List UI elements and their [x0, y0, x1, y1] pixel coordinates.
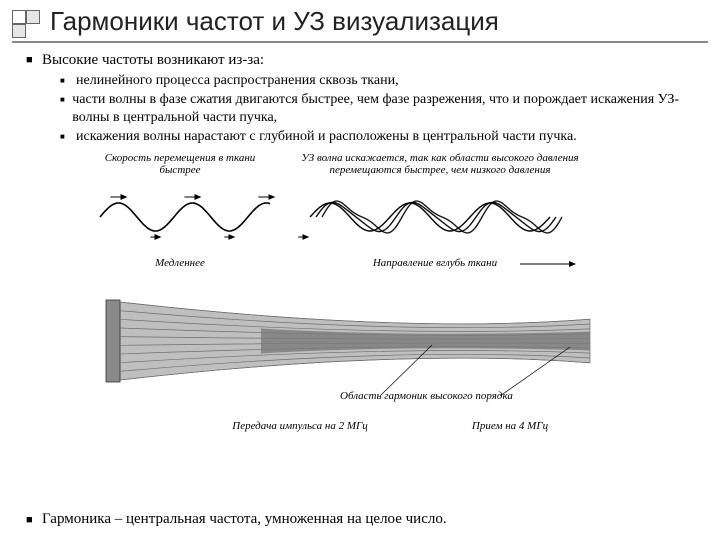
bullet-icon: ■	[26, 511, 42, 528]
sub-bullet-text: искажения волны нарастают с глубиной и р…	[76, 128, 577, 146]
label-slower: Медленнее	[135, 257, 225, 270]
sub-bullet-text: нелинейного процесса распространения скв…	[76, 72, 399, 90]
footer-bullet: ■ Гармоника – центральная частота, умнож…	[26, 511, 694, 528]
bullet-icon: ■	[26, 51, 42, 70]
label-harmonic-region: Область гармоник высокого порядка	[340, 390, 580, 403]
label-transmit: Передача импульса на 2 МГц	[200, 420, 400, 433]
title-underline	[12, 41, 708, 43]
logo-icon	[12, 10, 40, 34]
label-direction: Направление вглубь ткани	[340, 257, 530, 270]
content: ■ Высокие частоты возникают из-за: ■ нел…	[0, 51, 720, 442]
bullet-icon: ■	[60, 128, 76, 146]
bullet-icon: ■	[60, 91, 72, 126]
label-distort: УЗ волна искажается, так как области выс…	[290, 152, 590, 177]
sub-bullet: ■ части волны в фазе сжатия двигаются бы…	[60, 91, 694, 126]
bullet-main-text: Высокие частоты возникают из-за:	[42, 51, 264, 70]
sub-bullet: ■ нелинейного процесса распространения с…	[60, 72, 694, 90]
label-receive: Прием на 4 МГц	[440, 420, 580, 433]
label-speed-fast: Скорость перемещения в ткани быстрее	[100, 152, 260, 177]
page-title: Гармоники частот и УЗ визуализация	[50, 6, 499, 37]
bullet-main: ■ Высокие частоты возникают из-за:	[26, 51, 694, 70]
diagram: Скорость перемещения в ткани быстрее УЗ …	[80, 152, 640, 442]
title-bar: Гармоники частот и УЗ визуализация	[0, 0, 720, 39]
bullet-icon: ■	[60, 72, 76, 90]
footer-text: Гармоника – центральная частота, умножен…	[42, 511, 447, 528]
sub-bullet: ■ искажения волны нарастают с глубиной и…	[60, 128, 694, 146]
sub-bullet-text: части волны в фазе сжатия двигаются быст…	[72, 91, 694, 126]
